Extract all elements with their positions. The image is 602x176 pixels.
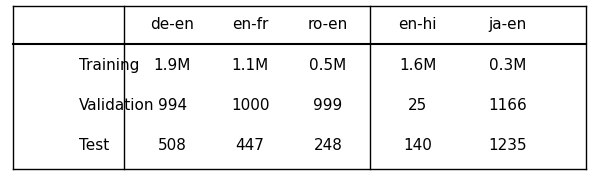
Text: 1235: 1235 xyxy=(488,138,527,153)
Text: de-en: de-en xyxy=(150,17,194,32)
Text: ro-en: ro-en xyxy=(308,17,348,32)
Text: 994: 994 xyxy=(158,98,187,113)
Text: 1166: 1166 xyxy=(488,98,527,113)
Text: en-fr: en-fr xyxy=(232,17,268,32)
Text: 1.6M: 1.6M xyxy=(399,58,436,73)
Text: 999: 999 xyxy=(313,98,343,113)
Text: 1.9M: 1.9M xyxy=(154,58,191,73)
Text: en-hi: en-hi xyxy=(399,17,437,32)
Text: Training: Training xyxy=(79,58,140,73)
Text: 447: 447 xyxy=(235,138,264,153)
Text: 25: 25 xyxy=(408,98,427,113)
Text: 1.1M: 1.1M xyxy=(231,58,268,73)
Text: 140: 140 xyxy=(403,138,432,153)
Text: 0.5M: 0.5M xyxy=(309,58,347,73)
Text: Validation: Validation xyxy=(79,98,155,113)
Text: Test: Test xyxy=(79,138,110,153)
Text: 1000: 1000 xyxy=(231,98,269,113)
Text: 508: 508 xyxy=(158,138,187,153)
Text: ja-en: ja-en xyxy=(489,17,527,32)
Text: 248: 248 xyxy=(314,138,343,153)
Text: 0.3M: 0.3M xyxy=(489,58,526,73)
